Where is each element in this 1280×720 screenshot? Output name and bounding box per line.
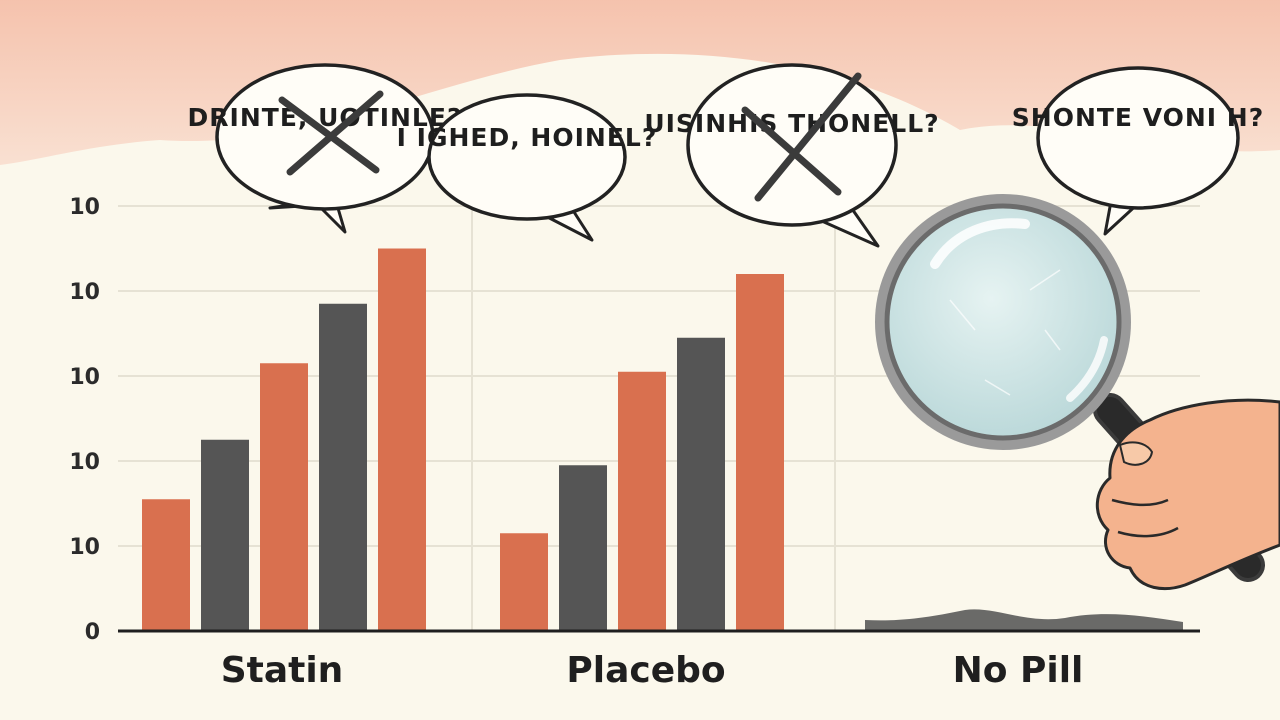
bar	[559, 465, 607, 631]
bubble-3-text: UISINHIS THONELL?	[644, 109, 939, 138]
y-tick-label: 10	[69, 450, 100, 475]
bar	[677, 337, 725, 631]
cross-out-icon	[278, 90, 384, 176]
y-tick-label: 0	[85, 620, 100, 645]
bubble-4-text: SHONTE VONI H?	[1012, 103, 1264, 132]
header-wash	[0, 0, 1280, 165]
y-tick-label: 10	[69, 195, 100, 220]
bar-series	[142, 248, 784, 631]
y-tick-label: 10	[69, 280, 100, 305]
bar	[618, 371, 666, 631]
speech-bubble-3: UISINHIS THONELL?	[644, 63, 939, 248]
y-axis-tick-labels: 0 10 10 10 10 10	[69, 195, 100, 645]
bar	[201, 439, 249, 631]
hand-icon	[1095, 398, 1280, 591]
speech-bubble-1: DRINTE, UOTINLE?	[188, 63, 463, 234]
speech-bubble-2: I IGHED, HOINEL?	[397, 93, 658, 242]
bar	[378, 248, 426, 631]
cross-out-icon	[741, 72, 862, 202]
bubble-2-text: I IGHED, HOINEL?	[397, 123, 658, 152]
y-tick-label: 10	[69, 365, 100, 390]
bar	[260, 363, 308, 631]
speech-bubble-4: SHONTE VONI H?	[1012, 66, 1264, 236]
x-category-label: Placebo	[566, 650, 725, 691]
bar	[500, 533, 548, 631]
bar	[142, 499, 190, 631]
x-category-label: Statin	[221, 650, 344, 691]
x-category-label: No Pill	[953, 650, 1084, 691]
bubble-1-line-1: DRINTE, UOTINLE?	[188, 103, 463, 132]
bar	[736, 274, 784, 631]
x-axis-category-labels: Statin Placebo No Pill	[221, 650, 1084, 691]
bar	[319, 303, 367, 631]
no-pill-band	[865, 609, 1183, 631]
y-tick-label: 10	[69, 535, 100, 560]
